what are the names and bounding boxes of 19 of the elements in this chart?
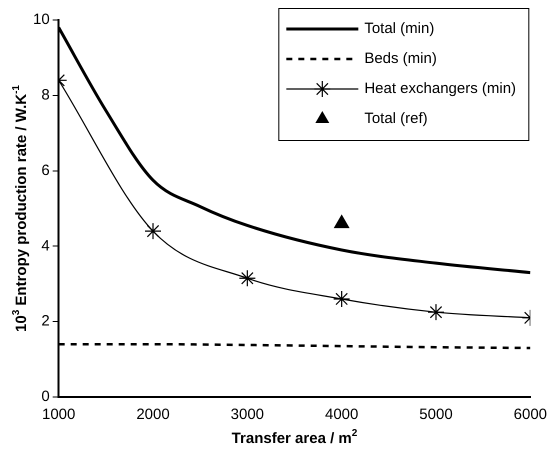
x-tick-label: 2000 (136, 406, 170, 424)
y-tick-label: 4 (41, 237, 50, 254)
x-tick-label: 1000 (42, 406, 76, 424)
legend-label: Total (ref) (364, 110, 428, 128)
x-tick-label: 6000 (514, 406, 548, 424)
y-tick-label: 6 (41, 162, 50, 179)
legend-label: Heat exchangers (min) (364, 80, 516, 98)
y-axis-title: 103 Entropy production rate / W.K-1 (10, 84, 30, 332)
y-tick-label: 10 (32, 11, 50, 28)
x-tick-label: 3000 (230, 406, 264, 424)
x-tick-label: 4000 (324, 406, 358, 424)
y-tick-label: 8 (41, 86, 50, 104)
x-tick-label: 5000 (419, 406, 453, 424)
legend-label: Beds (min) (364, 50, 437, 68)
legend-label: Total (min) (364, 20, 434, 38)
point (333, 290, 350, 308)
y-tick-label: 0 (41, 388, 50, 406)
point (238, 270, 256, 287)
y-tick-label: 2 (41, 312, 50, 330)
